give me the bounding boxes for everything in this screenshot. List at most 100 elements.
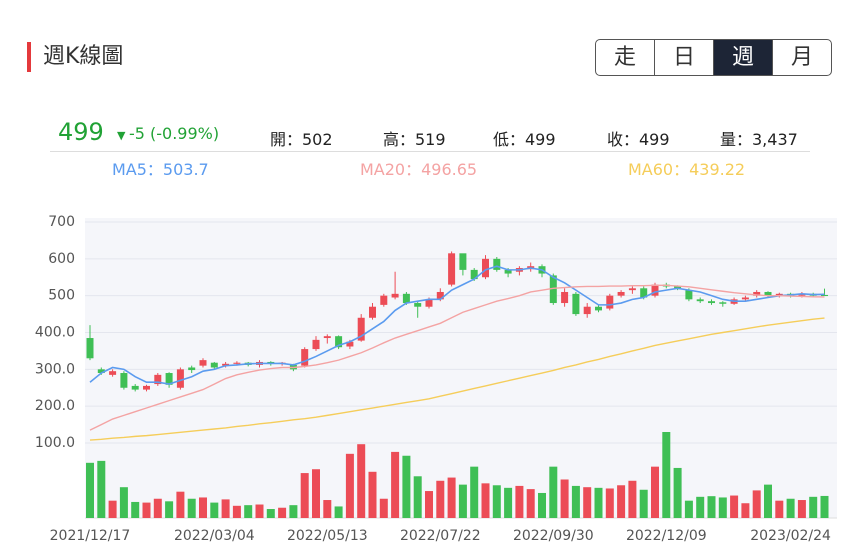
- volume-bar: [786, 498, 795, 518]
- candle-body: [572, 293, 580, 315]
- candle-body: [741, 297, 749, 300]
- candle-body: [222, 363, 230, 366]
- volume-bar: [244, 505, 253, 518]
- candle-body: [97, 369, 105, 374]
- volume-bar: [142, 502, 151, 518]
- volume-bar: [797, 500, 806, 518]
- candle-body: [120, 373, 128, 388]
- candle-body: [595, 306, 602, 311]
- volume-bar: [809, 496, 818, 518]
- volume-bar: [402, 455, 411, 518]
- candle-body: [651, 284, 659, 296]
- stat: 開：502: [270, 130, 333, 149]
- candle-body: [414, 303, 422, 307]
- volume-bar: [583, 487, 592, 518]
- candle-body: [617, 291, 625, 296]
- candle-body: [312, 339, 320, 350]
- volume-bar: [97, 460, 106, 518]
- volume-bar: [153, 498, 162, 518]
- candle-body: [549, 275, 557, 304]
- volume-bar: [86, 462, 94, 518]
- candle-body: [188, 367, 196, 371]
- x-tick-label: 2022/12/09: [626, 528, 707, 544]
- volume-bar: [312, 469, 320, 518]
- volume-bar: [119, 487, 128, 518]
- x-tick-label: 2023/02/24: [750, 528, 831, 544]
- candle-body: [391, 293, 399, 298]
- volume-bar: [549, 466, 558, 518]
- tab[interactable]: 走: [613, 45, 636, 70]
- volume-bar: [594, 487, 603, 518]
- candle-body: [425, 299, 433, 307]
- volume-bar: [210, 502, 219, 518]
- candle-body: [798, 293, 806, 296]
- volume-bar: [436, 480, 445, 518]
- volume-bar: [684, 500, 693, 518]
- candle-body: [131, 385, 139, 390]
- volume-bar: [820, 495, 829, 518]
- tab[interactable]: 月: [772, 40, 831, 75]
- candle-body: [640, 288, 648, 298]
- candle-body: [719, 302, 727, 304]
- tab[interactable]: 週: [713, 40, 772, 75]
- y-tick-label: 200.0: [35, 398, 75, 414]
- candle-body: [233, 362, 241, 364]
- ma-label: MA5：503.7: [112, 160, 209, 179]
- volume-bar: [266, 509, 275, 518]
- volume-bar: [775, 500, 784, 518]
- volume-bar: [605, 488, 614, 518]
- candle-body: [143, 385, 150, 390]
- volume-bar: [232, 505, 241, 518]
- stat: 低：499: [493, 130, 556, 149]
- candle-body: [323, 336, 331, 339]
- change: ▼ -5 (-0.99%): [117, 124, 219, 143]
- candle-body: [504, 269, 512, 274]
- volume-bar: [662, 432, 671, 518]
- candle-body: [210, 362, 218, 368]
- candle-body: [154, 374, 162, 385]
- volume-bar: [458, 484, 467, 518]
- volume-bar: [108, 500, 117, 518]
- candle-body: [775, 293, 783, 296]
- volume-bar: [741, 503, 750, 518]
- volume-bar: [300, 473, 309, 518]
- ma-line: [89, 265, 825, 385]
- volume-bar: [165, 501, 174, 518]
- volume-bar: [176, 491, 185, 518]
- volume-bar: [617, 485, 626, 518]
- volume-bar: [368, 471, 377, 518]
- candle-body: [369, 306, 376, 318]
- candle-body: [821, 294, 828, 297]
- y-tick-label: 400.0: [35, 325, 75, 341]
- candle-body: [764, 291, 772, 296]
- candle-body: [561, 291, 569, 304]
- price: 499: [58, 118, 104, 146]
- y-tick-label: 100.0: [35, 435, 75, 451]
- tab[interactable]: 日: [654, 40, 713, 75]
- volume-bar: [323, 500, 332, 518]
- volume-bar: [199, 497, 207, 518]
- candle-body: [86, 338, 94, 359]
- volume-bar: [718, 497, 727, 518]
- volume-bar: [651, 466, 659, 518]
- volume-bar: [571, 485, 580, 518]
- candle-body: [459, 253, 467, 270]
- volume-bar: [492, 485, 501, 518]
- volume-bar: [413, 476, 422, 518]
- volume-bar: [131, 501, 140, 518]
- candle-body: [482, 258, 489, 278]
- candle-body: [380, 295, 388, 305]
- tabs: 走日週月: [595, 39, 832, 76]
- candle-body: [448, 253, 456, 285]
- candle-body: [628, 288, 636, 291]
- volume-bar: [379, 498, 388, 518]
- volume-bar: [289, 505, 298, 518]
- ma-label: MA20：496.65: [360, 160, 478, 179]
- x-tick-label: 2021/12/17: [50, 528, 131, 544]
- x-tick-label: 2022/09/30: [513, 528, 594, 544]
- volume-bar: [707, 496, 716, 518]
- candle-body: [685, 290, 693, 300]
- stat: 量：3,437: [720, 130, 798, 149]
